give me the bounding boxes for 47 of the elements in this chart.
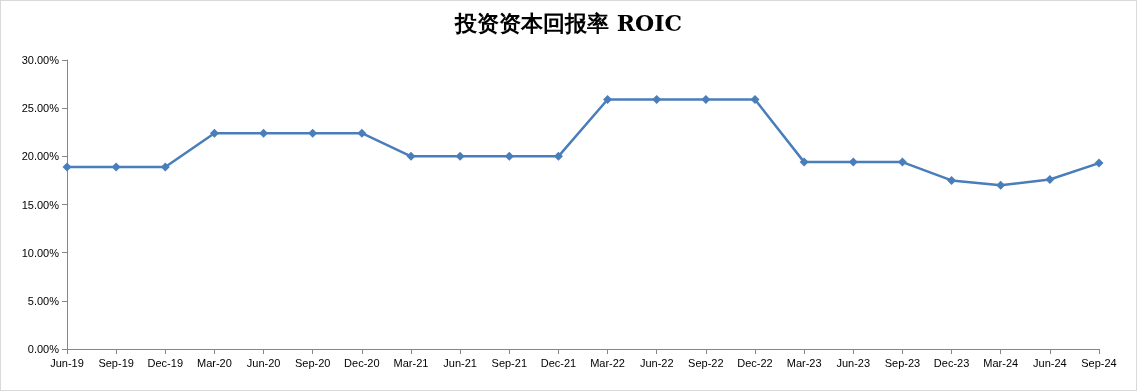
point [701,95,711,104]
x-tick-label: Sep-23 [884,356,921,369]
x-tick-label: Jun-20 [246,356,281,369]
chart-title: 投资资本回报率 ROIC [454,10,682,36]
point [406,151,416,161]
point [1045,174,1055,184]
point [111,162,121,172]
point [996,180,1006,190]
point [1094,158,1104,168]
y-tick-label: 25.00% [21,102,60,115]
point [603,95,613,104]
point [799,157,809,167]
y-tick-label: 10.00% [21,246,60,259]
x-tick-label: Jun-19 [50,356,84,369]
x-tick-label: Dec-20 [344,356,380,369]
x-tick-label: Dec-21 [540,356,577,369]
x-tick-label: Mar-21 [393,356,429,369]
point [947,175,957,185]
x-tick-label: Sep-22 [688,356,724,369]
point [750,95,760,104]
y-tick-label: 30.00% [21,54,60,66]
y-tick-label: 20.00% [21,150,60,163]
point [455,151,465,161]
x-tick-label: Jun-24 [1033,356,1067,369]
x-tick-label: Jun-23 [836,356,871,369]
point [357,128,367,138]
point [504,151,514,161]
y-tick-label: 15.00% [21,198,60,211]
y-tick-label: 5.00% [27,294,60,307]
point [652,95,662,104]
x-tick-label: Sep-21 [491,356,528,369]
x-tick-label: Mar-22 [590,356,625,369]
x-tick-label: Mar-24 [983,356,1019,369]
x-tick-label: Mar-23 [786,356,822,369]
x-tick-label: Mar-20 [197,356,232,369]
x-tick-label: Sep-20 [294,356,331,369]
point [209,128,219,138]
point [308,128,318,138]
x-tick-label: Sep-19 [98,356,134,369]
x-tick-label: Jun-21 [443,356,477,369]
x-tick-label: Jun-22 [639,356,674,369]
x-tick-label: Dec-19 [147,356,184,369]
x-tick-label: Dec-22 [737,356,773,369]
x-tick-label: Dec-23 [933,356,970,369]
y-tick-label: 0.00% [27,343,60,355]
point [62,162,72,172]
x-tick-label: Sep-24 [1081,356,1117,369]
